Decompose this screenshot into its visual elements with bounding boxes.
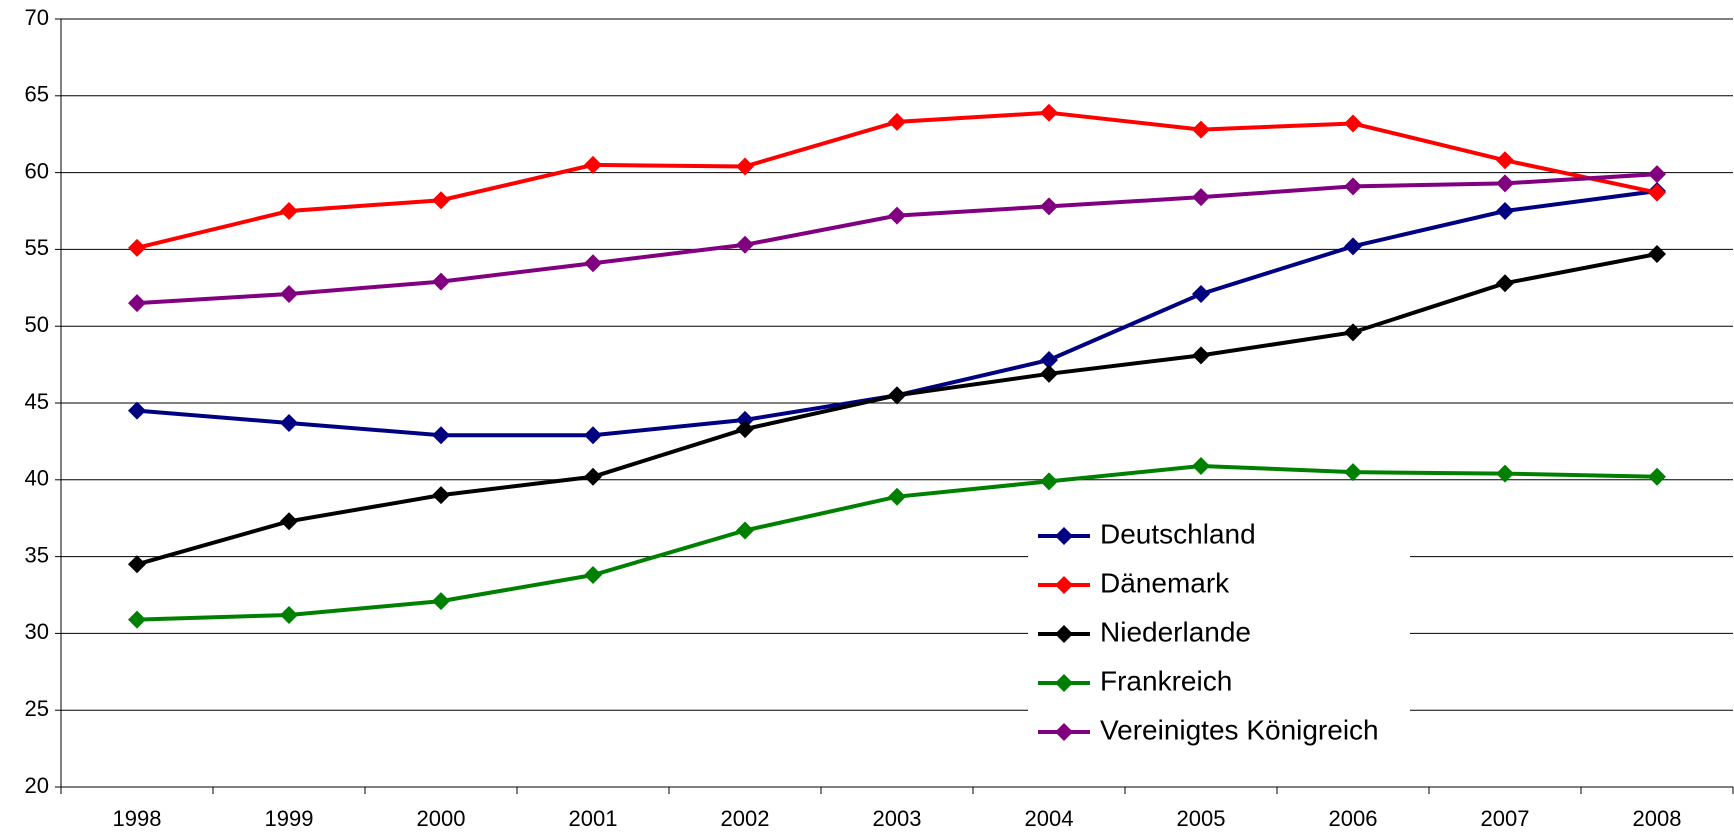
legend-marker [1055, 723, 1073, 741]
marker [1040, 197, 1058, 216]
marker [1648, 165, 1666, 184]
legend-label: Deutschland [1100, 518, 1256, 549]
marker [432, 592, 450, 611]
marker [1344, 237, 1362, 256]
marker [888, 487, 906, 506]
marker [1040, 350, 1058, 369]
x-tick-label: 1998 [113, 806, 162, 831]
y-tick-label: 70 [25, 5, 49, 30]
series-line [136, 172, 1658, 306]
y-tick-label: 40 [25, 466, 49, 491]
legend-marker [1055, 576, 1073, 594]
marker [1344, 114, 1362, 133]
marker [432, 486, 450, 505]
y-tick-label: 30 [25, 619, 49, 644]
series-line [136, 252, 1658, 567]
legend-marker [1055, 625, 1073, 643]
marker [584, 254, 602, 273]
x-tick-label: 2007 [1481, 806, 1530, 831]
y-tick-label: 50 [25, 312, 49, 337]
marker [128, 294, 146, 313]
marker [1040, 364, 1058, 383]
marker [736, 410, 754, 429]
marker [1648, 245, 1666, 264]
y-tick-label: 45 [25, 389, 49, 414]
x-tick-label: 2008 [1633, 806, 1682, 831]
marker [1648, 467, 1666, 486]
x-tick-label: 2001 [569, 806, 618, 831]
marker [128, 238, 146, 257]
legend-marker [1055, 674, 1073, 692]
y-tick-label: 25 [25, 696, 49, 721]
marker [1648, 183, 1666, 202]
marker [1496, 151, 1514, 170]
legend-label: Niederlande [1100, 616, 1251, 647]
marker [280, 413, 298, 432]
marker [1496, 174, 1514, 193]
marker [584, 566, 602, 585]
x-tick-label: 1999 [265, 806, 314, 831]
x-tick-label: 2002 [721, 806, 770, 831]
marker [1192, 120, 1210, 139]
legend-label: Frankreich [1100, 665, 1232, 696]
marker [1344, 463, 1362, 482]
marker [128, 401, 146, 420]
marker [432, 191, 450, 210]
x-tick-label: 2000 [417, 806, 466, 831]
marker [1496, 274, 1514, 293]
marker [280, 605, 298, 624]
marker [1192, 284, 1210, 303]
x-tick-label: 2003 [873, 806, 922, 831]
marker [432, 426, 450, 445]
legend-marker [1055, 527, 1073, 545]
y-tick-label: 20 [25, 773, 49, 798]
marker [128, 555, 146, 574]
y-tick-label: 35 [25, 542, 49, 567]
marker [1192, 346, 1210, 365]
marker [584, 155, 602, 174]
x-tick-label: 2006 [1329, 806, 1378, 831]
marker [1040, 103, 1058, 122]
x-tick-label: 2004 [1025, 806, 1074, 831]
y-tick-label: 60 [25, 158, 49, 183]
marker [736, 521, 754, 540]
marker [888, 386, 906, 405]
legend-label: Vereinigtes Königreich [1100, 714, 1379, 745]
y-tick-label: 65 [25, 82, 49, 107]
legend-box [1028, 510, 1410, 763]
marker [584, 467, 602, 486]
marker [1496, 464, 1514, 483]
marker [1192, 188, 1210, 207]
legend: Deutschland Dänemark Niederlande Frankreich… [1028, 510, 1410, 763]
x-tick-label: 2005 [1177, 806, 1226, 831]
marker [888, 112, 906, 131]
marker [736, 235, 754, 254]
marker [888, 206, 906, 225]
y-tick-label: 55 [25, 235, 49, 260]
marker [1344, 323, 1362, 342]
marker [1040, 472, 1058, 491]
marker [1344, 177, 1362, 196]
marker [1496, 202, 1514, 220]
marker [128, 610, 146, 629]
legend-label: Dänemark [1100, 567, 1230, 598]
marker [736, 420, 754, 439]
marker [1192, 456, 1210, 475]
marker [280, 284, 298, 303]
marker [280, 202, 298, 220]
marker [584, 426, 602, 445]
marker [736, 157, 754, 176]
marker [280, 512, 298, 531]
marker [432, 272, 450, 291]
